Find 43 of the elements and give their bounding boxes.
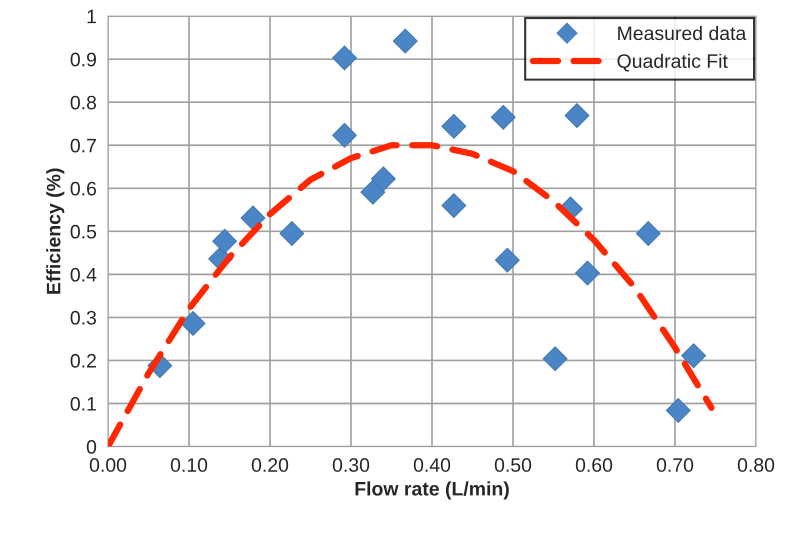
x-tick-label: 0.80 (738, 458, 774, 472)
point (332, 45, 357, 70)
x-tick-label: 0.20 (252, 458, 288, 472)
point (666, 398, 691, 423)
point (212, 228, 238, 254)
point (279, 221, 304, 246)
y-tick-label: 0.3 (70, 310, 96, 325)
y-tick-label: 0.6 (70, 182, 96, 196)
point (681, 343, 706, 368)
point (332, 122, 357, 148)
legend-label: Measured data (618, 26, 746, 40)
y-axis-title: Efficiency (%) (46, 168, 64, 294)
y-tick-label: 0.8 (70, 96, 96, 110)
x-tick-label: 0.70 (656, 458, 694, 472)
point (441, 193, 466, 218)
x-tick-label: 0.40 (414, 458, 450, 472)
point (542, 346, 568, 372)
point (494, 248, 520, 273)
point (392, 28, 418, 54)
y-tick-label: 0.1 (70, 396, 96, 411)
y-tick-label: 0.4 (70, 268, 96, 282)
x-tick-label: 0.50 (494, 458, 532, 472)
y-tick-label: 1 (88, 10, 96, 24)
point (575, 260, 600, 286)
y-tick-label: 0 (86, 440, 96, 454)
point (490, 104, 516, 130)
point (370, 166, 396, 192)
x-tick-label: 0.00 (90, 458, 126, 472)
point (441, 114, 466, 139)
point (564, 103, 590, 128)
x-axis-title: Flow rate (L/min) (356, 481, 509, 500)
legend-label: Quadratic Fit (618, 54, 728, 72)
x-tick-label: 0.10 (170, 458, 208, 472)
point (180, 311, 206, 336)
x-tick-label: 0.60 (576, 458, 612, 472)
y-tick-label: 0.5 (70, 224, 96, 239)
point (240, 206, 266, 230)
y-tick-label: 0.2 (70, 354, 96, 368)
y-tick-label: 0.9 (70, 52, 96, 66)
point (636, 221, 661, 246)
point (360, 180, 386, 205)
x-tick-label: 0.30 (332, 458, 370, 472)
y-tick-label: 0.7 (70, 138, 96, 152)
